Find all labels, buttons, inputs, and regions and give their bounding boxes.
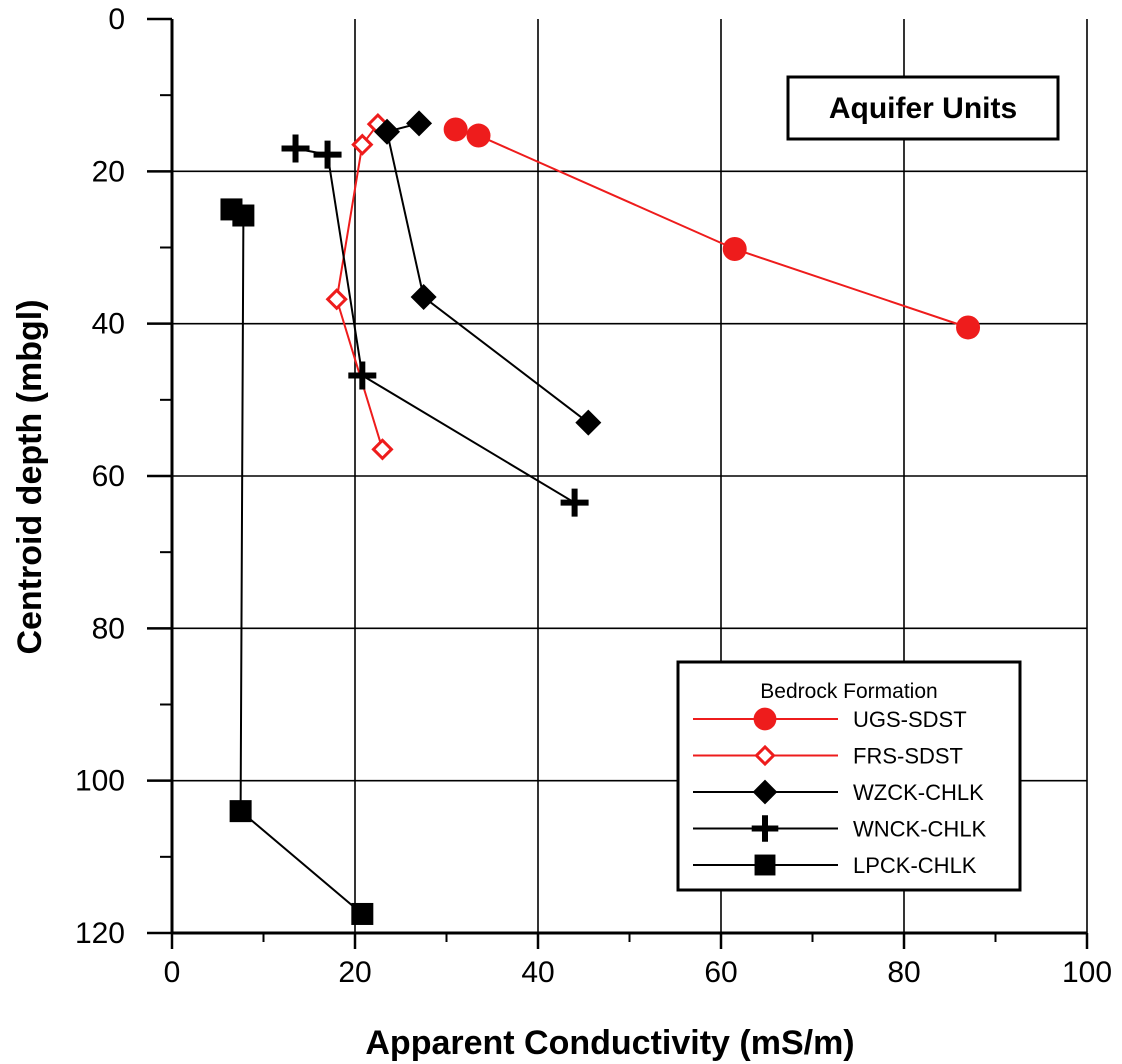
data-point-diamond-filled bbox=[374, 118, 401, 145]
legend-label: UGS-SDST bbox=[853, 707, 967, 732]
data-point-circle-filled bbox=[443, 117, 468, 142]
legend-entry-WZCK-CHLK: WZCK-CHLK bbox=[693, 779, 984, 805]
data-point-square-filled bbox=[229, 800, 252, 823]
legend-entry-FRS-SDST: FRS-SDST bbox=[693, 744, 963, 769]
series-LPCK-CHLK bbox=[220, 198, 374, 925]
x-axis-title: Apparent Conductivity (mS/m) bbox=[365, 1024, 854, 1062]
series-UGS-SDST bbox=[443, 117, 981, 340]
y-tick-label: 0 bbox=[108, 3, 125, 36]
data-point-circle-filled bbox=[466, 123, 491, 148]
axes bbox=[170, 19, 1087, 935]
legend-label: LPCK-CHLK bbox=[853, 853, 977, 878]
data-point-diamond-open bbox=[371, 438, 394, 461]
data-point-diamond-filled bbox=[406, 110, 433, 137]
data-point-plus bbox=[751, 815, 779, 842]
x-tick-label: 40 bbox=[521, 956, 554, 989]
series-WZCK-CHLK bbox=[374, 110, 602, 436]
legend-entry-UGS-SDST: UGS-SDST bbox=[693, 707, 967, 732]
chart-title-box: Aquifer Units bbox=[786, 75, 1060, 141]
y-tick-label: 20 bbox=[92, 155, 125, 188]
y-tick-label: 100 bbox=[75, 765, 125, 798]
data-point-plus bbox=[281, 134, 310, 163]
data-point-diamond-open bbox=[351, 133, 374, 156]
plot-series bbox=[220, 110, 981, 925]
x-tick-label: 60 bbox=[704, 956, 737, 989]
data-point-plus bbox=[313, 140, 342, 169]
legend-items: UGS-SDST FRS-SDST WZCK-CHLK WNCK-CHLK LPCK-C… bbox=[693, 707, 987, 878]
y-tick-label: 60 bbox=[92, 460, 125, 493]
legend: Bedrock Formation UGS-SDST FRS-SDST WZCK-C… bbox=[676, 660, 1022, 892]
data-point-square-filled bbox=[754, 854, 776, 876]
x-tick-label: 80 bbox=[887, 956, 920, 989]
data-point-diamond-filled bbox=[575, 409, 602, 436]
data-point-square-filled bbox=[351, 902, 374, 925]
axis-ticks: 0 20 40 60 80 100 0 20 40 60 80 100 120 bbox=[75, 3, 1112, 989]
data-point-plus bbox=[348, 361, 377, 390]
legend-label: FRS-SDST bbox=[853, 744, 963, 769]
series-line bbox=[335, 123, 384, 450]
data-point-diamond-filled bbox=[752, 779, 778, 805]
series-line bbox=[455, 128, 969, 329]
y-tick-label: 120 bbox=[75, 917, 125, 950]
legend-label: WZCK-CHLK bbox=[853, 780, 984, 805]
series-WNCK-CHLK bbox=[281, 134, 589, 517]
x-tick-label: 0 bbox=[164, 956, 181, 989]
y-tick-label: 80 bbox=[92, 612, 125, 645]
series-line bbox=[295, 147, 576, 504]
chart-title-frame bbox=[786, 75, 1060, 141]
legend-title: Bedrock Formation bbox=[760, 680, 937, 703]
x-tick-label: 100 bbox=[1062, 956, 1112, 989]
data-point-diamond-filled bbox=[410, 284, 437, 311]
legend-entry-WNCK-CHLK: WNCK-CHLK bbox=[693, 815, 987, 842]
data-point-diamond-open bbox=[754, 744, 776, 767]
series-FRS-SDST bbox=[325, 112, 394, 461]
data-point-diamond-open bbox=[325, 288, 348, 311]
x-tick-label: 20 bbox=[338, 956, 371, 989]
data-point-circle-filled bbox=[956, 315, 981, 340]
legend-label: WNCK-CHLK bbox=[853, 817, 987, 842]
data-point-circle-filled bbox=[753, 707, 777, 731]
y-axis-title: Centroid depth (mbgl) bbox=[11, 299, 49, 654]
y-tick-label: 40 bbox=[92, 308, 125, 341]
series-line bbox=[385, 122, 589, 424]
chart-title: Aquifer Units bbox=[829, 92, 1017, 125]
legend-entry-LPCK-CHLK: LPCK-CHLK bbox=[693, 853, 977, 878]
data-point-circle-filled bbox=[722, 237, 747, 262]
legend-frame bbox=[676, 660, 1022, 892]
data-point-square-filled bbox=[232, 204, 255, 227]
data-point-plus bbox=[560, 488, 589, 517]
